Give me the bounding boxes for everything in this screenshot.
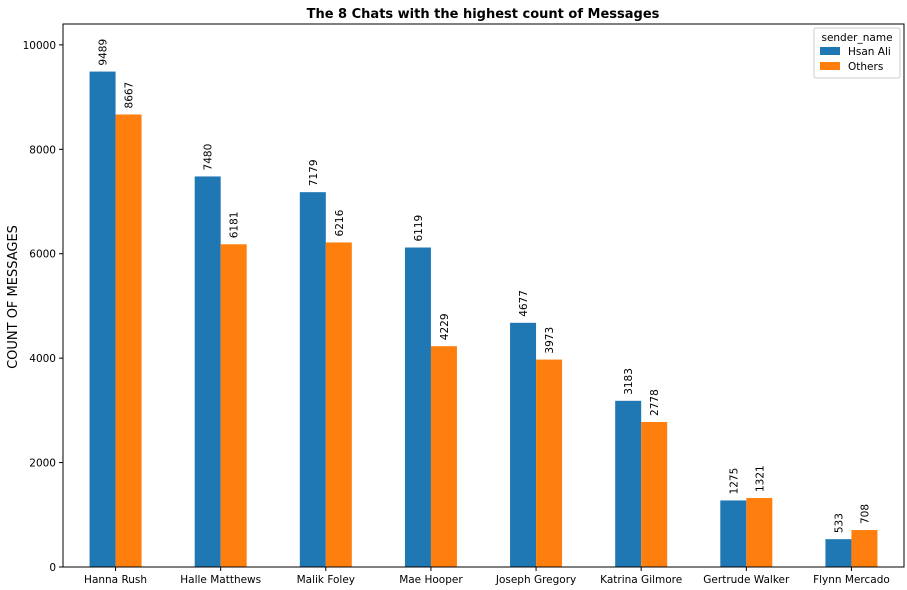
data-label: 6181 <box>229 212 241 239</box>
bar-series2-3 <box>430 346 457 567</box>
data-label: 1321 <box>754 465 766 492</box>
legend: sender_name Hsan Ali Others <box>813 27 901 79</box>
bar-series1-5 <box>615 400 642 567</box>
bar-series2-2 <box>325 242 352 568</box>
bar-series2-4 <box>536 359 563 567</box>
x-tick-label: Joseph Gregory <box>495 574 576 586</box>
data-label: 4677 <box>518 290 530 317</box>
bar-series1-6 <box>720 500 747 567</box>
data-label: 7480 <box>203 144 215 171</box>
legend-title: sender_name <box>821 32 892 44</box>
data-label: 3973 <box>544 327 556 354</box>
data-label: 708 <box>859 504 871 524</box>
y-tick-label: 0 <box>49 562 56 574</box>
bar-series2-5 <box>641 421 668 567</box>
legend-entry: Others <box>848 61 883 73</box>
data-label: 7179 <box>308 159 320 186</box>
data-label: 8667 <box>124 82 136 109</box>
x-tick-label: Katrina Gilmore <box>600 574 682 586</box>
data-label: 9489 <box>98 39 110 66</box>
bar-series2-6 <box>746 498 773 567</box>
x-tick-label: Malik Foley <box>297 574 355 586</box>
x-tick-label: Hanna Rush <box>84 574 147 586</box>
y-tick-label: 10000 <box>23 40 56 52</box>
y-axis-label: COUNT OF MESSAGES <box>6 225 21 369</box>
data-label: 533 <box>833 513 845 533</box>
bar-series2-0 <box>115 114 142 567</box>
bar-series1-1 <box>194 176 221 567</box>
x-tick-label: Flynn Mercado <box>813 574 890 586</box>
plot-frame <box>62 23 905 568</box>
y-tick-label: 6000 <box>29 249 56 261</box>
bar-series1-3 <box>404 247 431 568</box>
data-label: 3183 <box>623 368 635 395</box>
chart-title: The 8 Chats with the highest count of Me… <box>307 7 660 22</box>
y-tick-label: 4000 <box>29 353 56 365</box>
legend-swatch <box>820 62 840 70</box>
bar-series1-4 <box>510 322 537 567</box>
data-label: 6119 <box>413 215 425 242</box>
x-tick-label: Gertrude Walker <box>703 574 790 586</box>
bar-series1-2 <box>299 192 326 567</box>
y-tick-label: 8000 <box>29 144 56 156</box>
plot-area: 9489 7480 7179 6119 4677 3183 1275 533 8667 6181 6… <box>23 39 890 586</box>
bar-series2-7 <box>851 530 878 567</box>
x-tick-label: Mae Hooper <box>399 574 463 586</box>
data-label: 2778 <box>649 389 661 416</box>
data-label: 1275 <box>728 468 740 495</box>
bar-series1-7 <box>825 539 852 567</box>
data-label: 4229 <box>439 313 451 340</box>
legend-swatch <box>820 47 840 55</box>
legend-entry: Hsan Ali <box>848 46 891 58</box>
data-label: 6216 <box>334 209 346 236</box>
x-tick-label: Halle Matthews <box>180 574 261 586</box>
bar-series2-1 <box>220 244 247 567</box>
bar-series1-0 <box>89 71 116 568</box>
y-tick-label: 2000 <box>29 458 56 470</box>
